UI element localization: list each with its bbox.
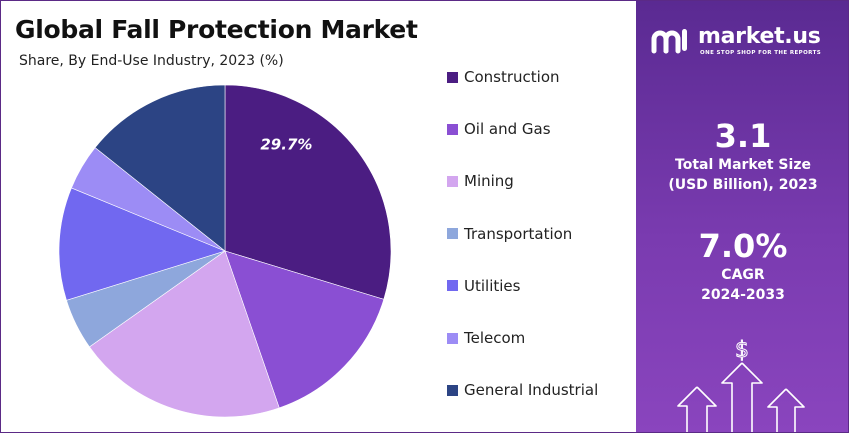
cagr-label-line2: 2024-2033 bbox=[701, 287, 785, 303]
market-size-label-line1: Total Market Size bbox=[675, 157, 811, 173]
dollar-sign-icon: $ bbox=[735, 338, 749, 363]
legend-swatch bbox=[447, 71, 458, 83]
legend-item-oil-and-gas: Oil and Gas bbox=[447, 119, 551, 139]
pie-slice-construction bbox=[224, 84, 392, 300]
legend-label: General Industrial bbox=[464, 381, 599, 400]
pie-slice-general-industrial bbox=[94, 84, 226, 252]
legend-item-transportation: Transportation bbox=[447, 224, 572, 244]
legend-item-telecom: Telecom bbox=[447, 328, 525, 348]
market-us-logo-icon bbox=[651, 29, 687, 54]
legend-label: Transportation bbox=[464, 224, 573, 243]
legend-item-mining: Mining bbox=[447, 171, 514, 191]
pie-slice-mining bbox=[89, 250, 280, 418]
pie-slice-utilities bbox=[58, 187, 226, 301]
chart-title: Global Fall Protection Market bbox=[15, 15, 418, 44]
legend-swatch bbox=[447, 175, 458, 187]
pie-chart: 29.7% bbox=[58, 84, 392, 418]
cagr-stat: 7.0% CAGR 2024-2033 bbox=[636, 227, 848, 305]
legend-swatch bbox=[447, 332, 458, 344]
legend-label: Construction bbox=[464, 68, 560, 86]
legend-label: Mining bbox=[464, 172, 514, 191]
market-size-stat: 3.1 Total Market Size (USD Billion), 202… bbox=[636, 117, 848, 195]
legend-label: Oil and Gas bbox=[464, 120, 551, 139]
legend-item-construction: Construction bbox=[447, 67, 560, 87]
cagr-label-line1: CAGR bbox=[721, 267, 765, 283]
legend-item-general-industrial: General Industrial bbox=[447, 380, 598, 400]
brand-tagline: ONE STOP SHOP FOR THE REPORTS bbox=[700, 50, 822, 56]
legend-swatch bbox=[447, 280, 458, 292]
market-size-value: 3.1 bbox=[714, 117, 772, 155]
brand-block: market.us ONE STOP SHOP FOR THE REPORTS bbox=[650, 23, 848, 63]
legend-label: Telecom bbox=[464, 329, 526, 347]
legend-swatch bbox=[447, 228, 458, 240]
pie-slice-oil-and-gas bbox=[224, 250, 385, 409]
legend-swatch bbox=[447, 123, 458, 135]
chart-subtitle: Share, By End-Use Industry, 2023 (%) bbox=[19, 53, 284, 69]
legend-label: Utilities bbox=[464, 276, 521, 295]
brand-name: market.us bbox=[698, 24, 821, 49]
legend-swatch bbox=[447, 384, 458, 396]
market-size-label-line2: (USD Billion), 2023 bbox=[668, 177, 818, 193]
growth-arrows-icon: $ bbox=[677, 338, 805, 432]
summary-panel: market.us ONE STOP SHOP FOR THE REPORTS … bbox=[636, 1, 848, 432]
cagr-value: 7.0% bbox=[698, 227, 788, 265]
legend-item-utilities: Utilities bbox=[447, 276, 520, 296]
data-label-construction: 29.7% bbox=[260, 136, 312, 154]
